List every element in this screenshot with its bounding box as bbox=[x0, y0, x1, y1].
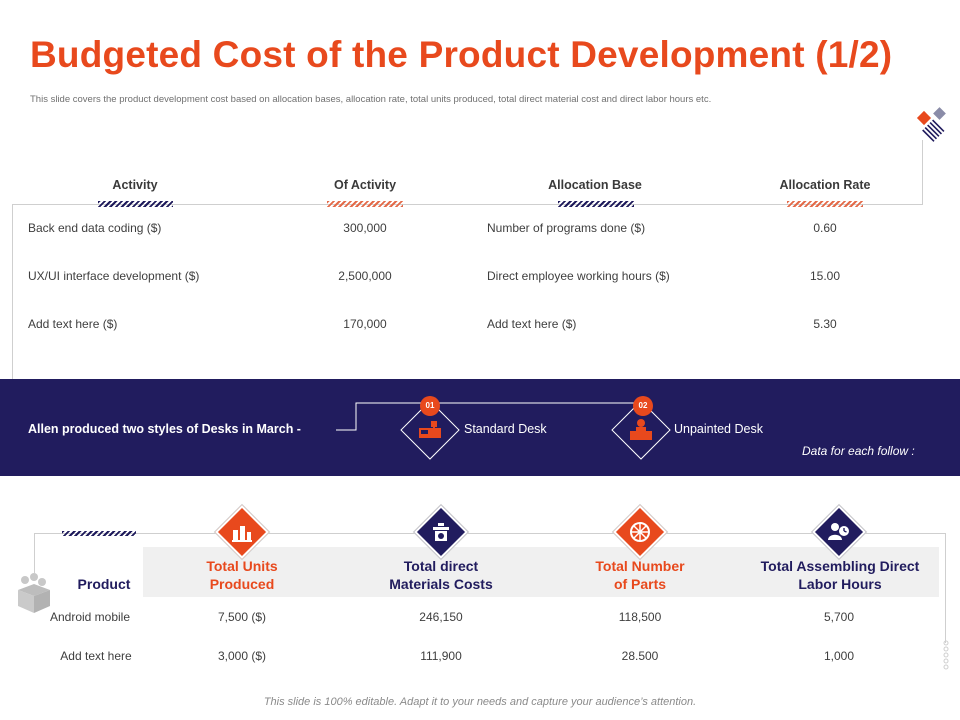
product-box-icon bbox=[18, 573, 50, 613]
product-name: Android mobile bbox=[49, 610, 131, 624]
bottom-frame-line bbox=[34, 533, 946, 534]
header-line: Total Number bbox=[595, 558, 685, 574]
header-divider-line bbox=[12, 204, 923, 205]
table-cell: 170,000 bbox=[343, 317, 387, 331]
header-underline bbox=[327, 201, 403, 207]
connector-line bbox=[12, 204, 13, 412]
band-connector-lines bbox=[336, 402, 652, 431]
bottom-frame-line bbox=[945, 533, 946, 643]
header-line: Total Units bbox=[206, 558, 278, 574]
band-note: Data for each follow : bbox=[802, 444, 915, 458]
table-cell: Add text here ($) bbox=[28, 317, 118, 331]
money-box-icon bbox=[433, 523, 449, 541]
bottom-table-header-bg bbox=[143, 547, 939, 597]
frame-hatch bbox=[62, 531, 136, 536]
table-cell: 246,150 bbox=[419, 610, 463, 624]
table-cell: 1,000 bbox=[823, 649, 855, 663]
table-cell: 5.30 bbox=[813, 317, 837, 331]
decorative-diamonds-icon bbox=[916, 107, 946, 142]
table-cell: 111,900 bbox=[420, 649, 462, 663]
table-cell: 28.500 bbox=[621, 649, 659, 663]
table-cell: 0.60 bbox=[813, 221, 837, 235]
header-activity: Activity bbox=[112, 178, 158, 192]
table-cell: 5,700 bbox=[823, 610, 855, 624]
table-cell: Direct employee working hours ($) bbox=[487, 269, 670, 283]
header-underline bbox=[787, 201, 863, 207]
header-line: Labor Hours bbox=[798, 576, 882, 592]
frame-dots bbox=[943, 640, 949, 670]
table-cell: 15.00 bbox=[809, 269, 841, 283]
header-line: Total Assembling Direct bbox=[760, 558, 920, 574]
band-lead-text: Allen produced two styles of Desks in Ma… bbox=[28, 422, 301, 436]
worker-clock-icon bbox=[828, 523, 849, 540]
header-line: Produced bbox=[209, 576, 275, 592]
factory-icon bbox=[232, 526, 252, 542]
header-line: Total direct bbox=[403, 558, 479, 574]
header-direct-materials: Total direct Materials Costs bbox=[351, 557, 531, 593]
header-underline bbox=[98, 201, 173, 207]
header-allocation-base: Allocation Base bbox=[548, 178, 642, 192]
table-cell: UX/UI interface development ($) bbox=[28, 269, 200, 283]
header-line: of Parts bbox=[613, 576, 667, 592]
header-of-activity: Of Activity bbox=[333, 178, 397, 192]
connector-line bbox=[922, 140, 923, 204]
product-name: Add text here bbox=[60, 649, 132, 663]
table-cell: 7,500 ($) bbox=[217, 610, 267, 624]
desk-styles-band bbox=[0, 379, 960, 476]
table-cell: 3,000 ($) bbox=[217, 649, 267, 663]
style-number-badge: 01 bbox=[420, 396, 440, 416]
header-labor-hours: Total Assembling Direct Labor Hours bbox=[740, 557, 940, 593]
header-allocation-rate: Allocation Rate bbox=[779, 178, 871, 192]
table-cell: Number of programs done ($) bbox=[487, 221, 646, 235]
bottom-frame-line bbox=[34, 533, 35, 573]
header-product: Product bbox=[77, 576, 131, 592]
page-title: Budgeted Cost of the Product Development… bbox=[30, 34, 893, 75]
desk-icon bbox=[419, 421, 441, 438]
table-cell: 300,000 bbox=[343, 221, 387, 235]
style-label: Unpainted Desk bbox=[674, 422, 763, 436]
style-label: Standard Desk bbox=[464, 422, 547, 436]
page-subtitle: This slide covers the product developmen… bbox=[30, 94, 712, 105]
header-underline bbox=[558, 201, 634, 207]
table-cell: Add text here ($) bbox=[487, 317, 577, 331]
header-total-units: Total Units Produced bbox=[162, 557, 322, 593]
person-desk-icon bbox=[630, 419, 652, 440]
footer-note: This slide is 100% editable. Adapt it to… bbox=[263, 696, 697, 708]
header-line: Materials Costs bbox=[389, 576, 493, 592]
table-cell: 2,500,000 bbox=[338, 269, 392, 283]
style-number-badge: 02 bbox=[633, 396, 653, 416]
table-cell: Back end data coding ($) bbox=[28, 221, 162, 235]
table-cell: 118,500 bbox=[618, 610, 662, 624]
wheel-icon bbox=[630, 522, 650, 542]
header-number-of-parts: Total Number of Parts bbox=[560, 557, 720, 593]
